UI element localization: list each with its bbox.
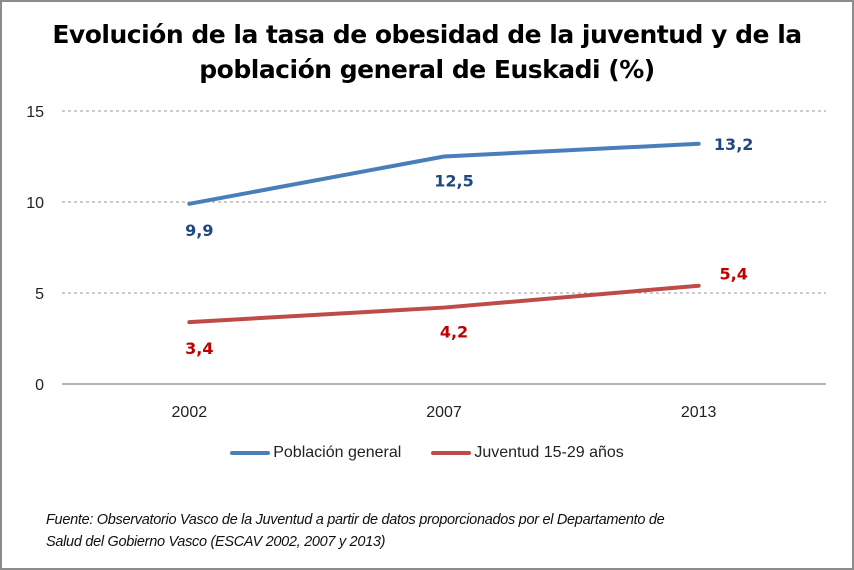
source-line-1: Fuente: Observatorio Vasco de la Juventu… <box>46 512 665 528</box>
data-label: 9,9 <box>185 221 213 240</box>
data-label: 3,4 <box>185 339 213 358</box>
x-tick-label: 2013 <box>681 404 717 421</box>
y-tick-label: 15 <box>26 104 44 121</box>
y-tick-label: 5 <box>35 286 44 303</box>
legend: Población general Juventud 15-29 años <box>0 444 854 462</box>
x-tick-label: 2002 <box>172 404 208 421</box>
legend-line-icon <box>230 451 271 455</box>
legend-label: Población general <box>273 444 402 461</box>
y-tick-label: 10 <box>26 195 44 212</box>
source-line-2: Salud del Gobierno Vasco (ESCAV 2002, 20… <box>46 534 386 550</box>
data-label: 4,2 <box>440 323 468 342</box>
series-line-juventud <box>187 283 701 325</box>
source-note: Fuente: Observatorio Vasco de la Juventu… <box>46 509 826 553</box>
y-tick-label: 0 <box>35 377 44 394</box>
data-label: 13,2 <box>714 135 753 154</box>
chart-title-line-2: población general de Euskadi (%) <box>199 55 655 84</box>
legend-label: Juventud 15-29 años <box>474 444 624 461</box>
chart-title-line-1: Evolución de la tasa de obesidad de la j… <box>52 20 802 49</box>
series-line-poblacion-general <box>187 141 701 206</box>
x-tick-label: 2007 <box>426 404 462 421</box>
chart-title: Evolución de la tasa de obesidad de la j… <box>0 17 854 87</box>
legend-item-juventud: Juventud 15-29 años <box>431 444 624 462</box>
data-label: 12,5 <box>434 172 473 191</box>
legend-line-icon <box>431 451 472 455</box>
data-label: 5,4 <box>719 265 747 284</box>
legend-item-poblacion-general: Población general <box>230 444 401 462</box>
